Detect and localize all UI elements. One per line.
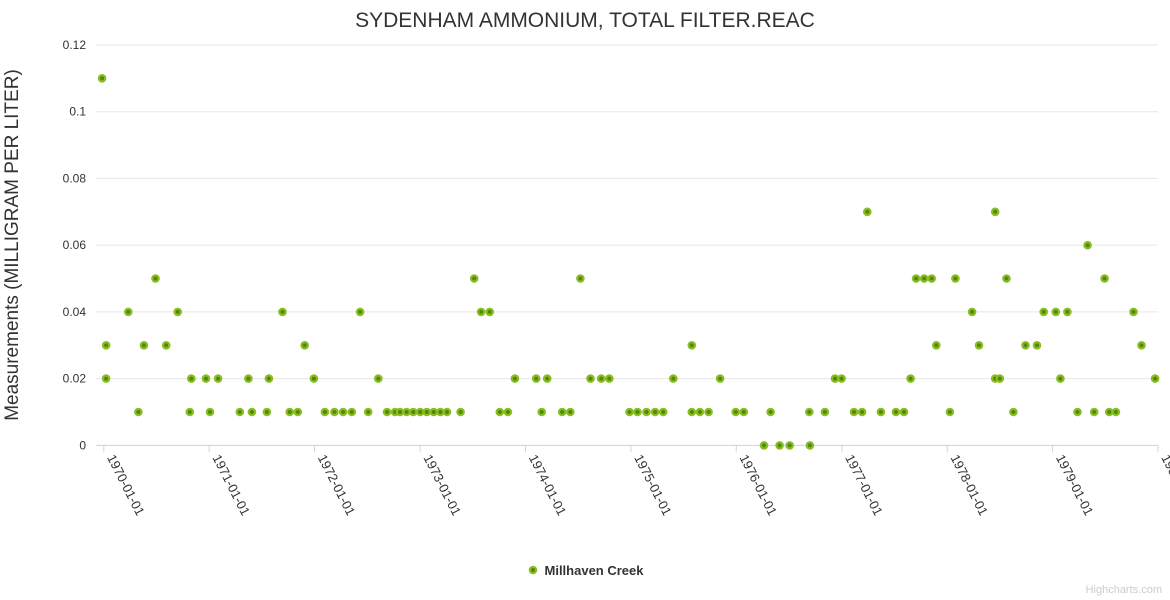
svg-text:Measurements (MILLIGRAM PER LI: Measurements (MILLIGRAM PER LITER) [2,69,23,421]
svg-text:0.06: 0.06 [63,238,87,252]
svg-text:1977-01-01: 1977-01-01 [842,452,886,518]
svg-text:0.04: 0.04 [63,305,87,319]
svg-text:1980-01-01: 1980-01-01 [1158,452,1170,518]
svg-text:1979-01-01: 1979-01-01 [1053,452,1097,518]
svg-text:0: 0 [79,438,86,452]
svg-text:0.02: 0.02 [63,372,87,386]
svg-text:1970-01-01: 1970-01-01 [104,452,148,518]
svg-text:1973-01-01: 1973-01-01 [421,452,465,518]
svg-text:1975-01-01: 1975-01-01 [631,452,675,518]
svg-text:1976-01-01: 1976-01-01 [737,452,781,518]
svg-text:1974-01-01: 1974-01-01 [526,452,570,518]
svg-text:0.12: 0.12 [63,38,87,52]
svg-text:0.1: 0.1 [69,105,86,119]
svg-text:1971-01-01: 1971-01-01 [209,452,253,518]
svg-text:1978-01-01: 1978-01-01 [948,452,992,518]
svg-text:1972-01-01: 1972-01-01 [315,452,359,518]
svg-text:0.08: 0.08 [63,171,87,185]
